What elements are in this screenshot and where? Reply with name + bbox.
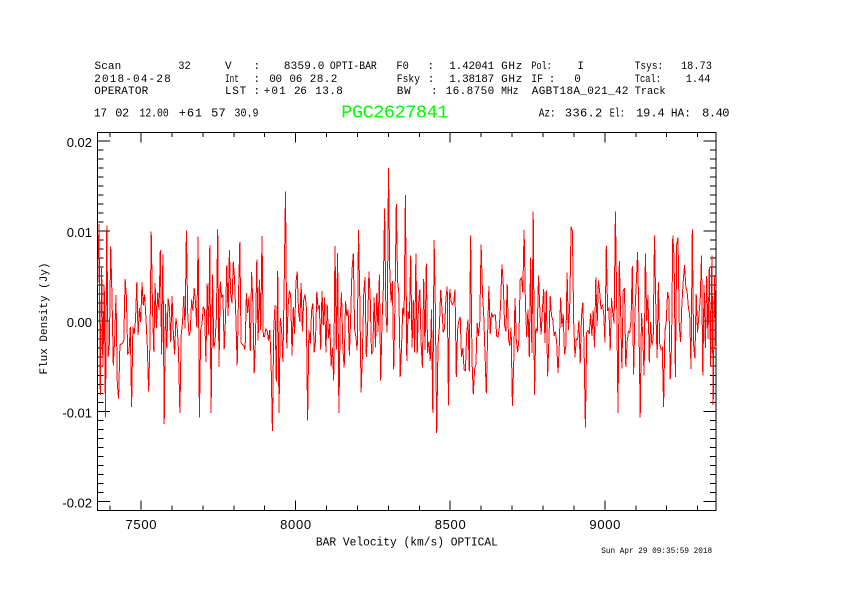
svg-text:GHz: GHz [501,74,522,86]
svg-text:BW: BW [397,86,411,98]
svg-text:AGBT18A_021_42: AGBT18A_021_42 [532,86,629,98]
svg-text:-0.02: -0.02 [62,495,92,510]
svg-text:19.4: 19.4 [636,107,665,121]
svg-text:1.42041: 1.42041 [449,61,494,73]
svg-text:0.00: 0.00 [67,315,92,330]
svg-text:OPERATOR: OPERATOR [94,86,148,98]
svg-text:16.8750: 16.8750 [446,86,495,98]
svg-text::: : [254,86,261,98]
svg-text:I: I [577,61,584,73]
svg-text:-0.01: -0.01 [62,405,92,420]
svg-text::: : [428,61,435,73]
svg-text::: : [254,61,261,73]
svg-text:GHz: GHz [501,61,522,73]
svg-text:LST: LST [225,86,247,98]
svg-text::: : [549,74,556,86]
svg-text:32: 32 [178,61,191,73]
svg-text:30.9: 30.9 [234,107,258,121]
svg-text:12.00: 12.00 [140,107,169,121]
svg-text:17: 17 [94,107,107,121]
svg-text:02: 02 [115,107,129,121]
svg-text:Flux Density (Jy): Flux Density (Jy) [39,263,51,375]
svg-text:7500: 7500 [126,517,157,532]
svg-text:El:: El: [610,107,625,121]
svg-text:BAR Velocity (km/s) OPTICAL: BAR Velocity (km/s) OPTICAL [316,535,498,549]
svg-text::: : [431,86,438,98]
svg-text:F0: F0 [396,61,408,73]
svg-text:8500: 8500 [435,517,466,532]
svg-text:06: 06 [289,74,302,86]
svg-text:Tcal:: Tcal: [635,74,661,86]
svg-text:0.01: 0.01 [67,225,92,240]
svg-text:Sun Apr 29 09:35:59 2018: Sun Apr 29 09:35:59 2018 [601,546,712,556]
svg-text:+01: +01 [264,86,286,98]
svg-text:Fsky: Fsky [397,74,421,86]
svg-text:00: 00 [269,74,282,86]
svg-text:Tsys:: Tsys: [635,61,664,73]
svg-text:8.40: 8.40 [702,107,729,121]
svg-text:57: 57 [211,107,226,121]
svg-text:PGC2627841: PGC2627841 [341,102,448,123]
svg-text:MHz: MHz [501,86,518,98]
svg-text:18.73: 18.73 [681,61,712,73]
svg-text:IF: IF [531,74,543,86]
svg-text:0: 0 [574,74,581,86]
svg-text:8000: 8000 [280,517,311,532]
svg-text:Scan: Scan [95,61,122,73]
svg-text:8359.0: 8359.0 [284,61,325,73]
svg-text:Az:: Az: [539,107,556,121]
svg-text:13.8: 13.8 [315,86,343,98]
svg-text:Int: Int [225,74,239,86]
svg-text:OPTI-BAR: OPTI-BAR [330,61,377,73]
svg-text:1.38187: 1.38187 [449,74,494,86]
svg-text:V: V [225,61,232,73]
svg-text:+61: +61 [179,107,202,121]
svg-text:Track: Track [635,86,666,98]
svg-text:2018-04-28: 2018-04-28 [94,74,171,86]
svg-text:Pol:: Pol: [531,61,552,73]
svg-text::: : [428,74,435,86]
svg-text::: : [254,74,261,86]
svg-text:0.02: 0.02 [67,135,92,150]
svg-text:1.44: 1.44 [686,74,711,86]
svg-text:336.2: 336.2 [565,107,602,121]
svg-text:26: 26 [294,86,307,98]
svg-text:28.2: 28.2 [310,74,338,86]
svg-text:HA:: HA: [671,107,691,121]
svg-text:9000: 9000 [589,517,620,532]
